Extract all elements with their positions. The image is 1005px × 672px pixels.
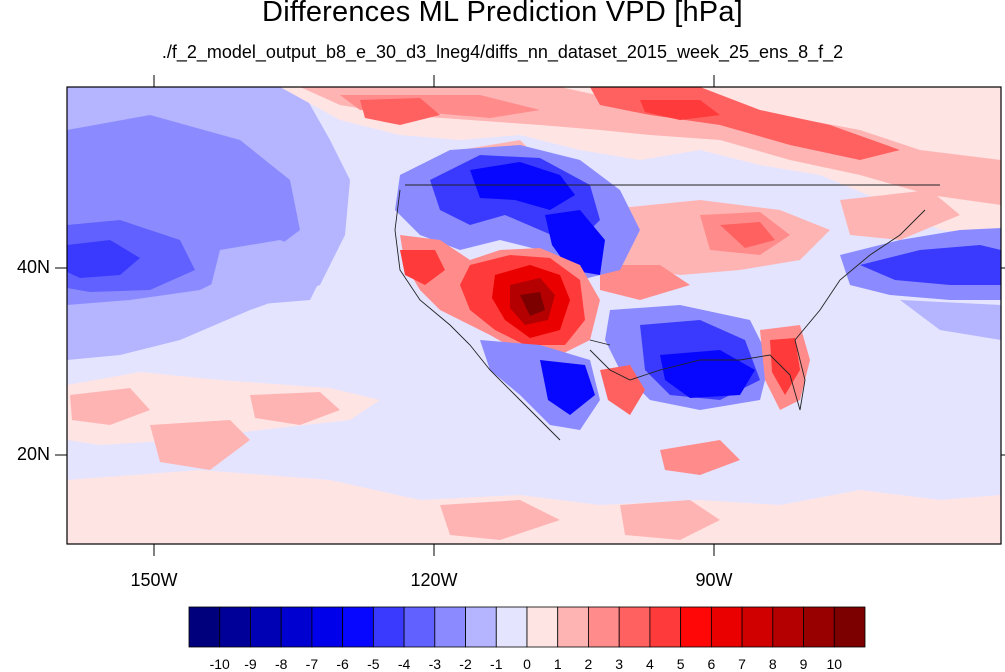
coastline-outline [394, 184, 940, 441]
chart-title: Differences ML Prediction VPD [hPa] [262, 0, 743, 28]
region-florida-positive [600, 325, 810, 475]
map-field [67, 87, 1001, 544]
colorbar-tick-label: -6 [336, 656, 349, 672]
colorbar-swatch [680, 606, 712, 648]
lat-label-20n: 20N [16, 444, 50, 464]
colorbar-tick-label: 6 [707, 656, 716, 672]
colorbar-tick-label: -7 [305, 656, 319, 672]
colorbar-swatch [588, 606, 620, 648]
colorbar-tick-label: -9 [244, 656, 257, 672]
colorbar-tick-label: 0 [523, 656, 531, 672]
colorbar-swatch [219, 606, 251, 648]
colorbar-swatch [280, 606, 313, 648]
region-tropical-pacific-positive [67, 372, 1001, 544]
colorbar-tick-label: -3 [428, 656, 442, 672]
lon-label-150w: 150W [130, 570, 178, 590]
colorbar-swatch [342, 606, 374, 648]
lon-label-120w: 120W [410, 570, 458, 590]
region-midwest-positive [590, 190, 960, 300]
colorbar-tick-label: 9 [799, 656, 808, 672]
colorbar-swatch [649, 606, 682, 648]
region-southwest-positive [400, 235, 600, 355]
colorbar-swatch [803, 606, 835, 648]
colorbar-tick-label: -4 [397, 656, 411, 672]
colorbar-tick-label: 10 [826, 656, 843, 672]
colorbar-tick-label: -5 [367, 656, 380, 672]
colorbar-tick-label: 1 [553, 656, 562, 672]
colorbar-swatch [833, 606, 866, 648]
colorbar-swatch [250, 606, 282, 648]
region-north-pacific-negative [67, 87, 350, 360]
region-gulf-coast-negative [480, 305, 770, 430]
colorbar-tick-label: 8 [768, 656, 777, 672]
colorbar-swatch [557, 606, 589, 648]
colorbar-swatch [526, 606, 559, 648]
region-great-basin-negative [395, 145, 640, 280]
region-atlantic-negative [840, 228, 1001, 340]
map-frame [66, 86, 1002, 545]
colorbar-swatch [710, 606, 743, 648]
colorbar-swatch [772, 606, 804, 648]
colorbar-swatch [495, 606, 528, 648]
colorbar-swatch [188, 606, 221, 648]
colorbar-swatch [372, 606, 405, 648]
colorbar-swatch [618, 606, 651, 648]
colorbar [188, 606, 866, 648]
colorbar-swatch [311, 606, 344, 648]
colorbar-swatch [403, 606, 436, 648]
colorbar-tick-label: 7 [738, 656, 746, 672]
colorbar-swatch [741, 606, 774, 648]
colorbar-tick-label: -1 [490, 656, 503, 672]
colorbar-tick-label: -2 [459, 656, 472, 672]
colorbar-tick-label: 3 [615, 656, 624, 672]
axis-ticks [55, 75, 1005, 556]
colorbar-tick-label: -8 [274, 656, 288, 672]
colorbar-tick-label: 4 [646, 656, 654, 672]
lat-label-40n: 40N [16, 257, 50, 277]
chart-subtitle: ./f_2_model_output_b8_e_30_d3_lneg4/diff… [161, 42, 844, 62]
colorbar-tick-label: 5 [676, 656, 685, 672]
lon-label-90w: 90W [695, 570, 733, 590]
colorbar-tick-label: -10 [209, 656, 230, 672]
colorbar-tick-label: 2 [584, 656, 593, 672]
region-canada-positive [280, 87, 1001, 235]
colorbar-swatch [465, 606, 497, 648]
colorbar-swatch [434, 606, 466, 648]
